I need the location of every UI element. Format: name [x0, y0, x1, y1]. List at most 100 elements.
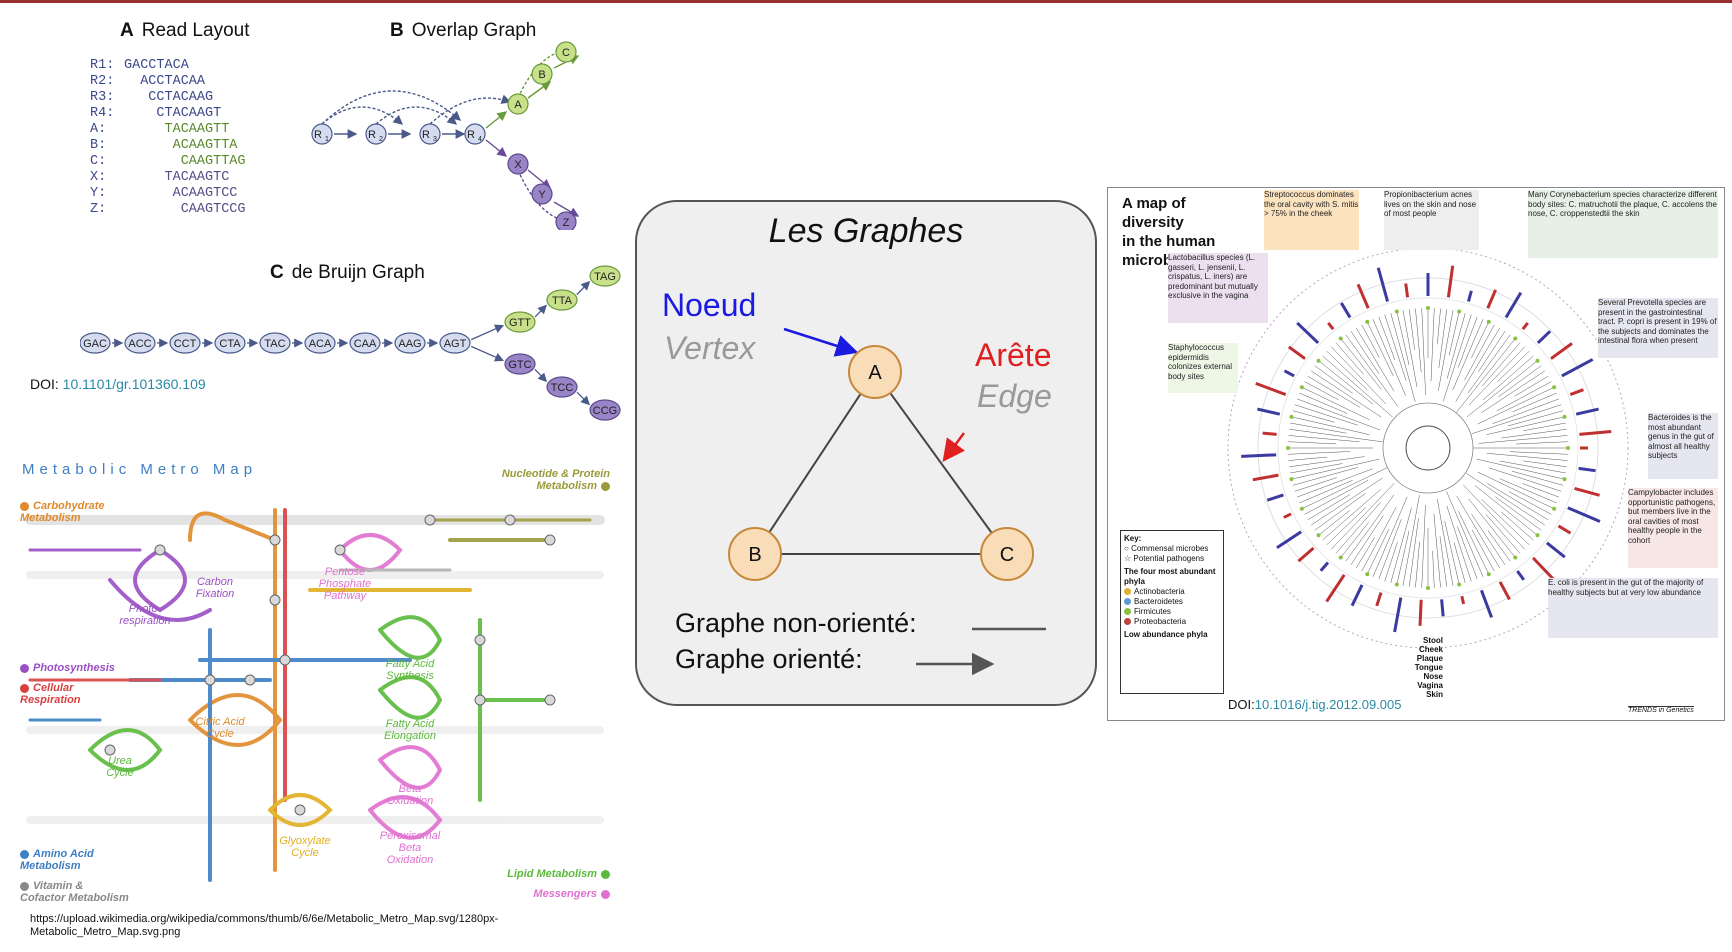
de-bruijn-node — [304, 332, 336, 354]
panel-a-heading: A Read Layout — [120, 20, 249, 42]
callout-bacteroides: Bacteroides is the most abundant genus i… — [1648, 413, 1718, 479]
noeud-label: Noeud — [662, 287, 757, 323]
body-site-label: Cheek — [1418, 645, 1443, 654]
category-dot-icon — [601, 889, 610, 899]
read-layout: R1: GACCTACA R2: ACCTACAA R3: CCTACAAG R4: CTAC… — [90, 58, 290, 238]
read-key: A: — [90, 122, 107, 137]
phyla-title: The four most abundant phyla — [1124, 567, 1216, 586]
overlap-node-label: A — [514, 99, 522, 111]
read-sequence: CAAGTCCG — [180, 202, 246, 217]
de-bruijn-edge — [534, 368, 548, 383]
directed-graph-label: Graphe orienté: — [675, 644, 863, 674]
de-bruijn-node-label: TCC — [551, 382, 574, 394]
read-row: Y: ACAAGTCC — [90, 186, 237, 201]
de-bruijn-node-label: CCT — [174, 338, 197, 350]
de-bruijn-node-label: ACA — [309, 338, 332, 350]
de-bruijn-node — [504, 353, 536, 375]
read-key: Z: — [90, 202, 107, 217]
de-bruijn-node — [439, 332, 471, 354]
microbiome-figure: A map of diversity in the human microbio… — [1107, 187, 1725, 721]
overlap-node — [507, 93, 529, 115]
triangle-graph: A B C — [728, 327, 1046, 676]
phylum-entry: Firmicutes — [1124, 607, 1220, 617]
body-site-legend: Stool Cheek Plaque Tongue Nose Vagina Skin — [1383, 636, 1443, 699]
de-bruijn-node — [80, 332, 111, 354]
edge-a-b — [754, 371, 876, 555]
noeud-pointer-arrow — [783, 327, 859, 357]
key-pathogens: ☆ Potential pathogens — [1124, 554, 1205, 563]
de-bruijn-node-label: TAG — [594, 271, 616, 283]
de-bruijn-edge — [470, 345, 505, 362]
overlap-node-subscript: 2 — [379, 136, 383, 143]
overlap-node — [507, 153, 529, 175]
de-bruijn-node — [214, 332, 246, 354]
module-carbon-fixation: Carbon Fixation — [195, 576, 235, 600]
phylum-entry: Proteobacteria — [1124, 617, 1220, 627]
read-sequence: ACAAGTTA — [172, 138, 238, 153]
de-bruijn-node — [259, 332, 291, 354]
metro-source-url[interactable]: https://upload.wikimedia.org/wikipedia/c… — [30, 913, 499, 938]
category-dot-icon — [20, 663, 29, 673]
metro-category: Messengers — [470, 888, 610, 900]
read-row: R4: CTACAAGT — [90, 106, 221, 121]
read-row: X: TACAAGTC — [90, 170, 229, 185]
panel-c-title: de Bruijn Graph — [291, 262, 425, 283]
triangle-nodes: A B C — [728, 345, 1034, 581]
graph-node — [848, 345, 902, 399]
phylum-entry: Bacteroidetes — [1124, 597, 1220, 607]
phylum-dot-icon — [1124, 608, 1131, 616]
module-fatty-acid-elongation: Fatty Acid Elongation — [384, 718, 436, 742]
doi-right-link[interactable]: 10.1016/j.tig.2012.09.005 — [1254, 697, 1402, 712]
de-bruijn-node-label: CTA — [219, 338, 241, 350]
graph-node — [980, 527, 1034, 581]
overlap-node-label: R — [422, 129, 430, 141]
overlap-node — [531, 183, 553, 205]
read-row: R2: ACCTACAA — [90, 74, 205, 89]
panel-b-heading: B Overlap Graph — [390, 20, 536, 42]
callout-campylobacter: Campylobacter includes opportunistic pat… — [1628, 488, 1718, 568]
callout-propionibacterium: Propionibacterium acnes lives on the ski… — [1384, 190, 1479, 250]
arete-pointer-arrow — [942, 432, 966, 463]
de-bruijn-node-label: TTA — [552, 295, 573, 307]
top-accent-bar — [0, 0, 1732, 3]
metro-category: Nucleotide & Protein Metabolism — [501, 468, 610, 492]
callout-corynebacterium: Many Corynebacterium species characteriz… — [1528, 190, 1718, 258]
module-glyoxylate-cycle: Glyoxylate Cycle — [279, 835, 331, 859]
read-sequence: CAAGTTAG — [180, 154, 246, 169]
read-key: X: — [90, 170, 107, 185]
de-bruijn-node-label: AGT — [444, 338, 467, 350]
journal-credit: TRENDS in Genetics — [1628, 706, 1694, 714]
read-sequence: TACAAGTC — [164, 170, 230, 185]
metro-category: Cellular Respiration — [20, 682, 81, 706]
de-bruijn-node — [394, 332, 426, 354]
callout-ecoli: E. coli is present in the gut of the maj… — [1548, 578, 1718, 638]
panel-a-letter: A — [120, 20, 134, 41]
de-bruijn-node-label: GAC — [83, 338, 107, 350]
read-row: Z: CAAGTCCG — [90, 202, 246, 217]
read-sequence: ACAAGTCC — [172, 186, 238, 201]
arete-label: Arête — [975, 337, 1052, 373]
panel-b-letter: B — [390, 20, 404, 41]
read-key: B: — [90, 138, 107, 153]
phyla-list: Actinobacteria Bacteroidetes Firmicutes Pro… — [1124, 587, 1220, 627]
category-dot-icon — [601, 481, 610, 491]
de-bruijn-node — [349, 332, 381, 354]
doi-left-link[interactable]: 10.1101/gr.101360.109 — [62, 376, 206, 392]
callout-prevotella: Several Prevotella species are present i… — [1598, 298, 1718, 358]
metro-category: Photosynthesis — [20, 662, 130, 674]
edge-a-c — [874, 371, 1008, 555]
graph-node — [728, 527, 782, 581]
de-bruijn-edge — [576, 280, 591, 296]
de-bruijn-node — [504, 311, 536, 333]
phylogenetic-tree — [1227, 247, 1629, 649]
category-dot-icon — [601, 869, 610, 879]
de-bruijn-edge — [470, 324, 505, 341]
edge-label: Edge — [977, 378, 1052, 414]
de-bruijn-node-label: AAG — [398, 338, 421, 350]
overlap-node-label: R — [368, 129, 376, 141]
de-bruijn-node — [169, 332, 201, 354]
de-bruijn-node-label: CCG — [593, 405, 617, 417]
phylum-entry: Actinobacteria — [1124, 587, 1220, 597]
body-site-label: Plaque — [1416, 654, 1443, 663]
body-site-label: Vagina — [1417, 681, 1443, 690]
